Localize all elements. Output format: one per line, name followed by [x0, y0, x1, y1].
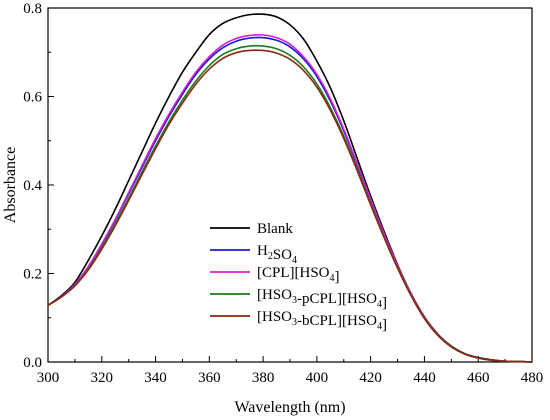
- legend-subscript: 3: [292, 317, 297, 328]
- legend-text: -bCPL][HSO: [297, 313, 377, 329]
- x-tick-label: 400: [306, 370, 329, 386]
- x-tick-label: 360: [198, 370, 221, 386]
- x-axis: 300 320 340 360 380 400 420 440 460 480: [37, 356, 544, 386]
- y-tick-label: 0.0: [23, 355, 42, 371]
- y-tick-label: 0.8: [23, 1, 42, 17]
- legend-entry: [CPL][HSO4]: [257, 265, 340, 285]
- legend-text: ]: [335, 269, 340, 285]
- y-tick-label: 0.2: [23, 267, 42, 283]
- y-axis-title: Absorbance: [2, 147, 19, 223]
- legend-text: ]: [382, 317, 387, 333]
- legend-text: SO: [273, 247, 292, 263]
- legend-text: H: [257, 243, 268, 259]
- x-tick-label: 340: [144, 370, 167, 386]
- legend-text: [HSO: [257, 309, 292, 325]
- series-line-4: [47, 49, 533, 363]
- legend-subscript: 4: [292, 255, 297, 266]
- legend-subscript: 2: [268, 251, 273, 262]
- x-tick-label: 480: [521, 370, 544, 386]
- x-tick-label: 420: [359, 370, 382, 386]
- y-tick-label: 0.6: [23, 90, 42, 106]
- legend-entry: Blank: [257, 221, 293, 237]
- x-tick-label: 300: [37, 370, 60, 386]
- legend-subscript: 4: [377, 299, 382, 310]
- legend-text: ]: [382, 295, 387, 311]
- x-tick-label: 320: [91, 370, 114, 386]
- legend-entry: [HSO3-bCPL][HSO4]: [257, 309, 387, 333]
- legend-text: [HSO: [257, 287, 292, 303]
- x-tick-label: 440: [413, 370, 436, 386]
- legend-subscript: 3: [292, 295, 297, 306]
- legend-text: Blank: [257, 221, 293, 237]
- legend-subscript: 4: [377, 321, 382, 332]
- legend-text: -pCPL][HSO: [297, 291, 377, 307]
- legend-text: [CPL][HSO: [257, 265, 330, 281]
- y-tick-label: 0.4: [23, 178, 42, 194]
- x-tick-label: 380: [252, 370, 275, 386]
- y-axis: 0.0 0.2 0.4 0.6 0.8: [23, 1, 54, 371]
- legend-entry: H2SO4: [257, 243, 297, 266]
- x-tick-label: 460: [467, 370, 490, 386]
- x-axis-title: Wavelength (nm): [234, 399, 345, 416]
- legend-entry: [HSO3-pCPL][HSO4]: [257, 287, 387, 311]
- legend-subscript: 4: [330, 273, 335, 284]
- series-lines: [47, 13, 533, 363]
- legend: BlankH2SO4[CPL][HSO4][HSO3-pCPL][HSO4][H…: [210, 221, 387, 333]
